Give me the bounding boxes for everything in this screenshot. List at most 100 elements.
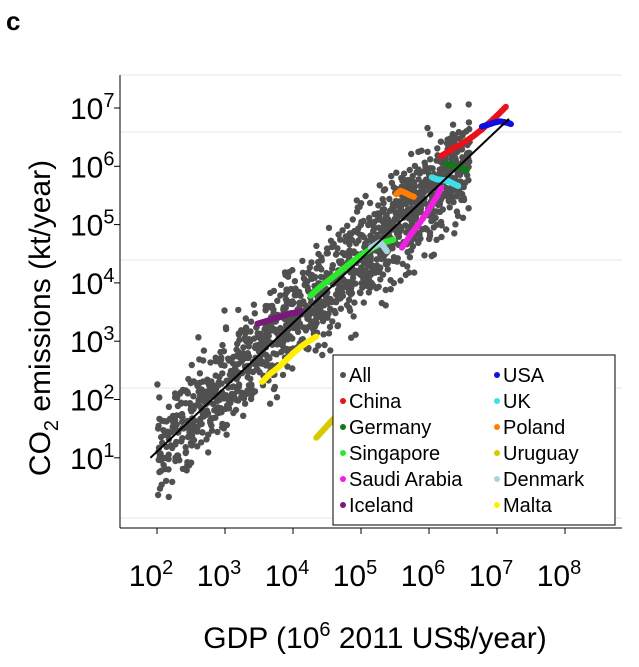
data-point-all xyxy=(452,221,459,228)
data-point-all xyxy=(388,172,395,180)
data-point-all xyxy=(156,468,163,476)
data-point-all xyxy=(368,279,375,287)
data-point-all xyxy=(297,292,304,299)
data-point-all xyxy=(331,307,338,315)
data-point-all xyxy=(343,278,351,286)
legend-entry: All xyxy=(349,365,371,387)
data-point-all xyxy=(225,405,233,412)
data-point-all xyxy=(377,276,384,283)
data-point-all xyxy=(409,198,416,205)
data-point-all xyxy=(208,427,216,434)
data-point-all xyxy=(362,240,369,247)
data-point-all xyxy=(207,419,214,426)
data-point-all xyxy=(186,422,193,429)
data-point-all xyxy=(392,210,399,217)
data-point-all xyxy=(166,415,174,422)
data-point-all xyxy=(154,491,162,499)
data-point-all xyxy=(219,341,226,349)
data-point-all xyxy=(182,448,190,456)
data-point-all xyxy=(277,292,284,299)
data-point-all xyxy=(233,346,240,353)
data-point-all xyxy=(191,417,198,425)
legend-marker xyxy=(340,398,346,404)
data-point-all xyxy=(235,331,243,338)
data-point-all xyxy=(154,425,162,432)
data-point xyxy=(313,333,320,340)
data-point-all xyxy=(273,329,280,336)
data-point-all xyxy=(292,285,299,292)
data-point-all xyxy=(358,264,365,271)
data-point-all xyxy=(339,227,346,234)
x-tick-label: 102 xyxy=(129,557,174,593)
data-point-all xyxy=(194,443,201,450)
data-point-all xyxy=(336,295,343,302)
data-point-all xyxy=(337,305,345,312)
data-point-all xyxy=(188,442,195,449)
data-point-all xyxy=(199,411,207,418)
data-point-all xyxy=(225,396,232,403)
series-germany xyxy=(443,160,470,174)
data-point-all xyxy=(342,250,350,257)
data-point-all xyxy=(387,207,394,214)
data-point-all xyxy=(214,428,221,436)
data-point-all xyxy=(220,348,228,355)
data-point-all xyxy=(325,330,333,337)
data-point-all xyxy=(302,327,310,334)
data-point-all xyxy=(305,270,312,277)
data-point xyxy=(438,185,444,192)
data-point-all xyxy=(194,423,201,431)
data-point-all xyxy=(161,431,168,438)
data-point-all xyxy=(329,318,336,325)
data-point-all xyxy=(409,178,417,185)
data-point xyxy=(390,236,397,243)
legend-box xyxy=(332,354,616,526)
data-point-all xyxy=(308,275,316,282)
data-point-all xyxy=(327,347,334,354)
data-point-all xyxy=(234,340,241,347)
data-point-all xyxy=(347,235,354,242)
legend-entry: Saudi Arabia xyxy=(349,469,463,491)
data-point-all xyxy=(411,162,419,170)
data-point-all xyxy=(384,266,391,273)
data-point-all xyxy=(312,347,319,354)
data-point-all xyxy=(160,461,167,469)
data-point-all xyxy=(158,481,165,488)
data-point-all xyxy=(308,259,315,266)
data-point-all xyxy=(205,431,212,438)
data-point xyxy=(383,248,390,255)
data-point-all xyxy=(390,257,397,264)
data-point-all xyxy=(349,216,356,223)
data-point-all xyxy=(426,229,434,236)
data-point-all xyxy=(186,429,193,436)
data-point-all xyxy=(357,289,364,297)
data-point-all xyxy=(305,344,312,352)
data-point-all xyxy=(375,268,383,276)
data-point-all xyxy=(205,449,212,456)
data-point-all xyxy=(185,375,192,383)
x-tick-label: 105 xyxy=(333,557,378,593)
data-point-all xyxy=(282,291,289,298)
data-point-all xyxy=(451,230,458,237)
data-point-all xyxy=(182,387,190,395)
data-point-all xyxy=(368,267,376,275)
data-point-all xyxy=(386,195,393,203)
data-point-all xyxy=(188,361,195,369)
data-point-all xyxy=(352,280,359,287)
data-point-all xyxy=(439,206,446,213)
data-point-all xyxy=(381,186,389,193)
data-point-all xyxy=(334,245,341,252)
data-point-all xyxy=(378,299,385,307)
legend-entry: Singapore xyxy=(349,443,440,465)
data-point-all xyxy=(213,396,221,404)
data-point-all xyxy=(447,196,454,203)
data-point-all xyxy=(172,454,179,461)
data-point-all xyxy=(218,424,226,431)
data-point-all xyxy=(399,260,406,268)
x-tick-label: 107 xyxy=(469,557,514,593)
data-point-all xyxy=(446,204,453,211)
data-point-all xyxy=(360,278,368,285)
data-point-all xyxy=(351,267,358,275)
data-point-all xyxy=(375,202,382,209)
data-point-all xyxy=(350,313,357,320)
data-point-all xyxy=(227,367,235,375)
